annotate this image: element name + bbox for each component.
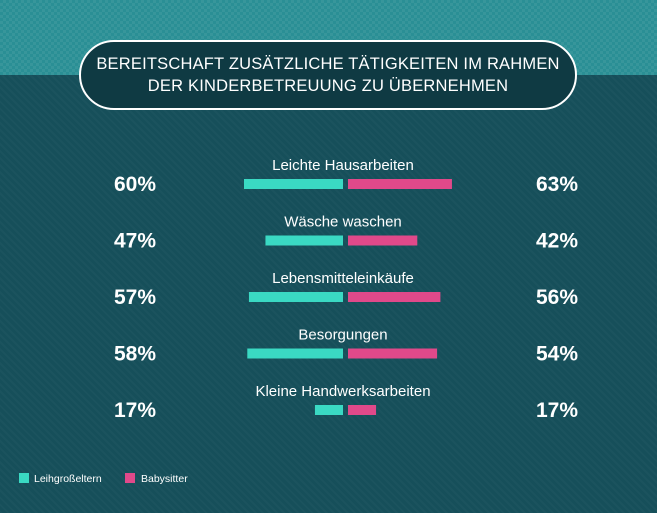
value-label-right: 54% [536,343,578,366]
value-label-left: 58% [114,343,156,366]
bar-leihgrosseltern [265,235,343,246]
category-label: Kleine Handwerksarbeiten [255,383,430,400]
category-label: Wäsche waschen [284,214,402,231]
category-label: Leichte Hausarbeiten [272,157,414,174]
bar-leihgrosseltern [248,292,343,302]
chart-title-line-2: DER KINDERBETREUUNG ZU ÜBERNEHMEN [147,77,509,95]
bar-leihgrosseltern [247,348,343,359]
value-label-left: 60% [114,173,156,196]
bar-leihgrosseltern [314,405,343,415]
value-label-left: 57% [114,286,156,309]
category-label: Lebensmitteleinkäufe [272,270,414,287]
bar-leihgrosseltern [244,179,343,189]
value-label-right: 42% [536,230,578,253]
legend-label-leihgrosseltern: Leihgroßeltern [34,473,102,485]
legend-label-babysitter: Babysitter [141,473,188,485]
legend-swatch-leihgrosseltern [19,473,29,483]
category-label: Besorgungen [298,327,387,344]
bar-babysitter [348,348,438,359]
bar-babysitter [348,292,441,302]
value-label-right: 56% [536,286,578,309]
bar-babysitter [348,405,377,415]
value-label-right: 63% [536,173,578,196]
value-label-right: 17% [536,399,578,422]
chart-title-line-1: BEREITSCHAFT ZUSÄTZLICHE TÄTIGKEITEN IM … [96,55,560,73]
chart-title: BEREITSCHAFT ZUSÄTZLICHE TÄTIGKEITEN IM … [79,40,577,110]
value-label-left: 17% [114,399,156,422]
value-label-left: 47% [114,230,156,253]
legend-swatch-babysitter [125,473,135,483]
bar-babysitter [348,235,418,246]
bar-babysitter [348,179,452,189]
chart-background [0,75,657,513]
